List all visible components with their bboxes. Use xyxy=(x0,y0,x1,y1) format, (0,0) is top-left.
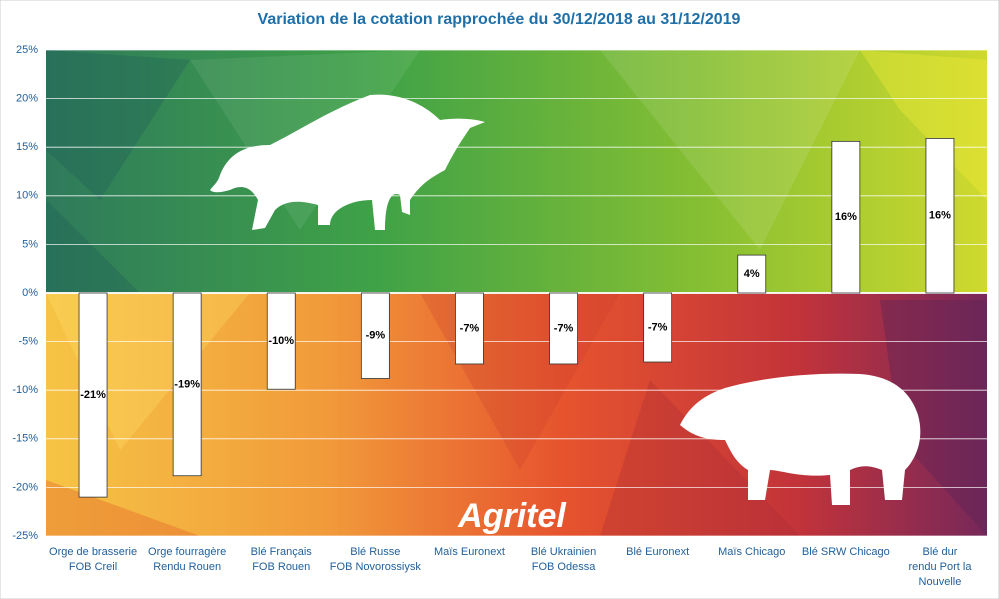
data-label: 4% xyxy=(744,268,760,280)
y-tick-label: 20% xyxy=(16,93,38,105)
bear xyxy=(680,373,921,505)
x-tick-label: Orge fourragère xyxy=(148,546,226,558)
x-tick-label: Blé SRW Chicago xyxy=(802,546,890,558)
bar xyxy=(831,140,861,294)
y-tick-label: 15% xyxy=(16,141,38,153)
bar xyxy=(737,254,767,294)
y-tick-label: 0% xyxy=(22,287,38,299)
y-tick-label: 5% xyxy=(22,238,38,250)
data-label: 16% xyxy=(929,210,951,222)
x-tick-label: Blé Euronext xyxy=(626,546,689,558)
data-label: -7% xyxy=(554,322,574,334)
bar xyxy=(643,292,673,363)
x-tick-label: Rendu Rouen xyxy=(153,561,221,573)
y-tick-label: 25% xyxy=(16,44,38,56)
data-label: -21% xyxy=(80,389,106,401)
bar xyxy=(549,292,578,365)
data-label: -19% xyxy=(174,378,200,390)
x-tick-label: Maïs Euronext xyxy=(434,546,505,558)
y-tick-label: 10% xyxy=(16,190,38,202)
data-label: -9% xyxy=(366,330,386,342)
x-tick-label: FOB Odessa xyxy=(532,561,596,573)
x-tick-label: Blé Russe xyxy=(350,546,400,558)
bar xyxy=(360,292,390,379)
x-tick-label: Blé dur xyxy=(923,546,958,558)
data-label: -7% xyxy=(648,321,668,333)
x-tick-label: FOB Creil xyxy=(69,561,117,573)
logo: Agritel xyxy=(457,497,567,535)
x-tick-label: rendu Port la xyxy=(908,561,972,573)
bar xyxy=(266,292,296,390)
x-tick-label: FOB Rouen xyxy=(252,561,310,573)
bar xyxy=(172,292,202,477)
bar xyxy=(78,292,108,498)
data-label: 16% xyxy=(835,211,857,223)
chart-title: Variation de la cotation rapprochée du 3… xyxy=(258,11,741,28)
y-tick-label: -5% xyxy=(18,336,38,348)
y-tick-label: -10% xyxy=(12,384,38,396)
x-tick-label: Maïs Chicago xyxy=(718,546,785,558)
data-label: -7% xyxy=(460,322,480,334)
data-label: -10% xyxy=(268,335,294,347)
x-tick-label: Nouvelle xyxy=(919,576,962,588)
x-tick-label: FOB Novorossiysk xyxy=(330,561,422,573)
y-tick-label: -15% xyxy=(12,433,38,445)
x-tick-label: Orge de brasserie xyxy=(49,546,137,558)
x-tick-label: Blé Français xyxy=(251,546,313,558)
bar xyxy=(455,292,484,365)
x-tick-label: Blé Ukrainien xyxy=(531,546,596,558)
y-tick-label: -25% xyxy=(12,530,38,542)
bar xyxy=(925,138,955,294)
y-tick-label: -20% xyxy=(12,481,38,493)
